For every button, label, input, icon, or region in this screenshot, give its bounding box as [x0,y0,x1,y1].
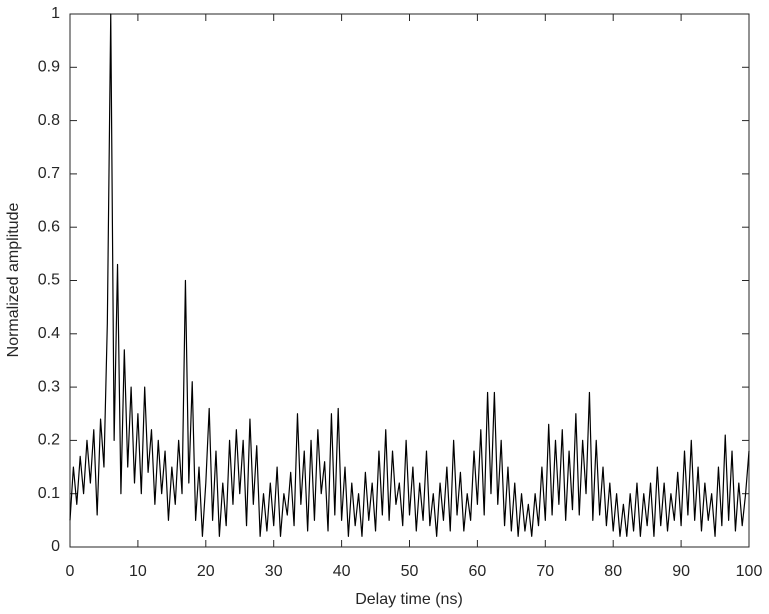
x-tick-label: 60 [469,563,487,580]
x-tick-label: 80 [604,563,622,580]
y-tick-label: 0.5 [38,272,60,289]
x-tick-label: 10 [129,563,147,580]
x-tick-label: 100 [736,563,763,580]
y-tick-label: 0.7 [38,165,60,182]
x-tick-label: 0 [66,563,75,580]
x-tick-label: 90 [672,563,690,580]
x-tick-label: 30 [265,563,283,580]
y-tick-label: 0.9 [38,59,60,76]
x-axis-label: Delay time (ns) [355,591,463,608]
x-tick-label: 50 [401,563,419,580]
y-tick-label: 0.1 [38,485,60,502]
x-tick-label: 70 [536,563,554,580]
y-tick-label: 0 [51,538,60,555]
y-tick-label: 0.6 [38,218,60,235]
y-tick-label: 0.4 [38,325,60,342]
y-tick-label: 0.8 [38,112,60,129]
x-tick-label: 40 [333,563,351,580]
data-line [69,13,750,537]
x-tick-label: 20 [197,563,215,580]
y-tick-label: 0.3 [38,378,60,395]
y-axis-label: Normalized amplitude [5,203,22,358]
y-tick-label: 0.2 [38,432,60,449]
y-tick-label: 1 [51,5,60,22]
